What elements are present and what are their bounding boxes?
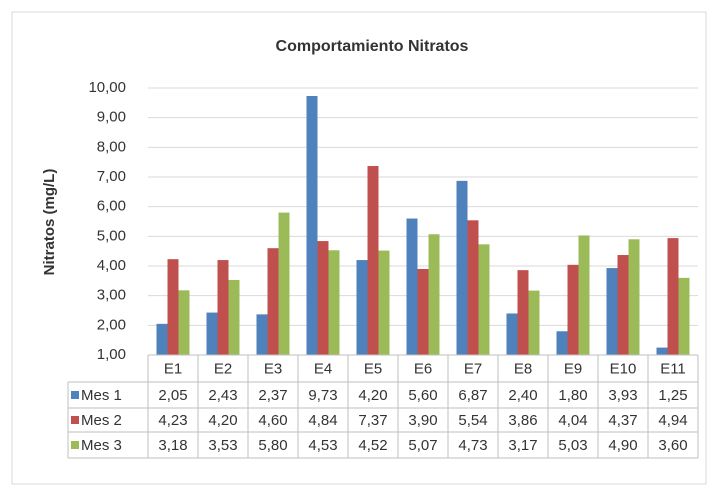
table-cell: 4,23	[158, 412, 187, 429]
y-tick-label: 3,00	[97, 287, 126, 304]
bar	[506, 313, 518, 355]
table-cell: 4,37	[608, 412, 637, 429]
table-cell: 2,40	[508, 387, 537, 404]
table-cell: 4,04	[558, 412, 587, 429]
bar	[456, 180, 468, 355]
bar	[356, 260, 368, 355]
bar	[206, 312, 218, 355]
bar	[406, 218, 418, 355]
x-tick-label: E8	[514, 360, 532, 377]
table-cell: 4,94	[658, 412, 687, 429]
bar	[317, 241, 329, 355]
y-tick-label: 7,00	[97, 168, 126, 185]
x-tick-label: E10	[610, 360, 637, 377]
table-cell: 4,20	[208, 412, 237, 429]
bar	[328, 250, 340, 355]
bar	[267, 248, 279, 355]
bar	[217, 260, 229, 355]
y-axis-title: Nitratos (mg/L)	[41, 169, 58, 276]
bar	[556, 331, 568, 355]
legend-swatch	[71, 416, 79, 424]
bar	[617, 255, 629, 355]
y-tick-label: 8,00	[97, 138, 126, 155]
legend-label: Mes 2	[81, 412, 122, 429]
y-tick-label: 5,00	[97, 227, 126, 244]
bar	[306, 96, 318, 355]
table-cell: 5,80	[258, 437, 287, 454]
table-cell: 3,90	[408, 412, 437, 429]
table-cell: 3,53	[208, 437, 237, 454]
table-cell: 4,20	[358, 387, 387, 404]
y-tick-label: 4,00	[97, 257, 126, 274]
bar	[467, 220, 479, 355]
x-tick-label: E3	[264, 360, 282, 377]
table-cell: 4,73	[458, 437, 487, 454]
y-tick-label: 10,00	[88, 79, 126, 96]
bar	[167, 259, 179, 355]
x-tick-label: E1	[164, 360, 182, 377]
table-cell: 2,05	[158, 387, 187, 404]
x-tick-label: E6	[414, 360, 432, 377]
y-tick-label: 9,00	[97, 109, 126, 126]
bar	[478, 244, 490, 355]
bar	[606, 268, 618, 355]
table-cell: 4,53	[308, 437, 337, 454]
table-cell: 4,84	[308, 412, 337, 429]
table-cell: 5,60	[408, 387, 437, 404]
bar	[378, 250, 390, 355]
bar	[367, 166, 379, 355]
bar	[228, 279, 240, 355]
table-cell: 1,80	[558, 387, 587, 404]
table-cell: 5,03	[558, 437, 587, 454]
bar	[517, 270, 529, 355]
x-tick-label: E7	[464, 360, 482, 377]
table-cell: 3,86	[508, 412, 537, 429]
bar	[628, 239, 640, 355]
table-cell: 4,90	[608, 437, 637, 454]
legend-label: Mes 3	[81, 437, 122, 454]
x-tick-label: E11	[660, 360, 686, 377]
table-cell: 2,43	[208, 387, 237, 404]
table-cell: 3,17	[508, 437, 537, 454]
bar	[656, 347, 668, 355]
table-cell: 9,73	[308, 387, 337, 404]
table-cell: 2,37	[258, 387, 287, 404]
table-cell: 7,37	[358, 412, 387, 429]
bar	[578, 235, 590, 355]
bar	[278, 212, 290, 355]
table-cell: 4,52	[358, 437, 387, 454]
bar	[417, 268, 429, 355]
legend-label: Mes 1	[81, 387, 122, 404]
table-cell: 4,60	[258, 412, 287, 429]
table-cell: 1,25	[658, 387, 687, 404]
y-tick-label: 6,00	[97, 198, 126, 215]
bar	[256, 314, 268, 355]
legend-swatch	[71, 391, 79, 399]
bar	[528, 290, 540, 355]
y-tick-label: 1,00	[97, 346, 126, 363]
chart-border	[11, 11, 707, 485]
x-tick-label: E2	[214, 360, 232, 377]
table-cell: 6,87	[458, 387, 487, 404]
bar	[567, 264, 579, 355]
bar	[667, 238, 679, 355]
table-cell: 5,54	[458, 412, 487, 429]
table-cell: 5,07	[408, 437, 437, 454]
y-tick-label: 2,00	[97, 316, 126, 333]
bar	[156, 323, 168, 355]
table-cell: 3,18	[158, 437, 187, 454]
bar	[428, 234, 440, 355]
chart-title: Comportamiento Nitratos	[276, 38, 469, 55]
table-cell: 3,93	[608, 387, 637, 404]
table-cell: 3,60	[658, 437, 687, 454]
x-tick-label: E5	[364, 360, 382, 377]
bar	[178, 290, 190, 355]
x-tick-label: E4	[314, 360, 332, 377]
legend-swatch	[71, 441, 79, 449]
bar	[678, 277, 690, 355]
x-tick-label: E9	[564, 360, 582, 377]
